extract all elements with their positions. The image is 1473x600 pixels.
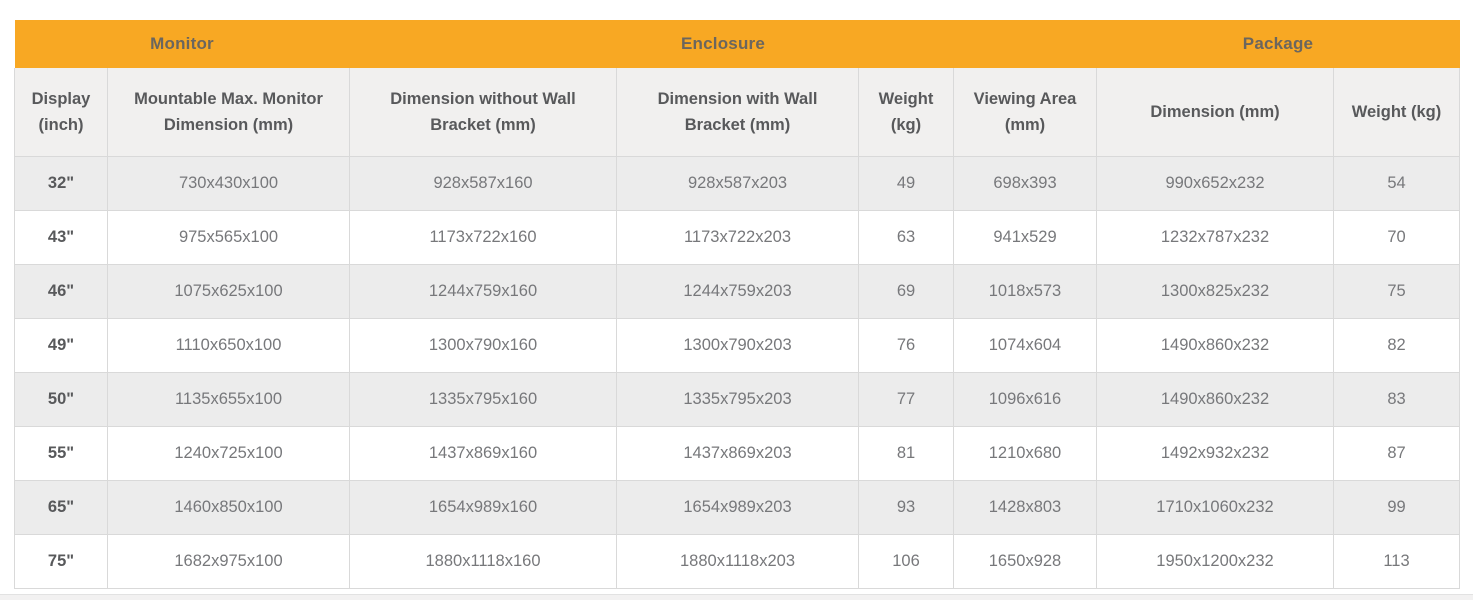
cell-package-dimension: 1300x825x232 bbox=[1096, 264, 1334, 319]
cell-mountable-max: 1682x975x100 bbox=[107, 534, 350, 589]
cell-package-dimension: 1490x860x232 bbox=[1096, 318, 1334, 373]
column-header-row: Display (inch) Mountable Max. Monitor Di… bbox=[14, 68, 1460, 157]
table-row-32: 32" 730x430x100 928x587x160 928x587x203 … bbox=[14, 156, 1460, 211]
cell-dim-with-bracket: 1654x989x203 bbox=[616, 480, 859, 535]
cell-package-weight: 83 bbox=[1333, 372, 1460, 427]
cell-enclosure-weight: 49 bbox=[858, 156, 954, 211]
cell-dim-without-bracket: 1244x759x160 bbox=[349, 264, 617, 319]
cell-mountable-max: 1075x625x100 bbox=[107, 264, 350, 319]
col-header-display: Display (inch) bbox=[14, 68, 108, 157]
cell-dim-without-bracket: 1654x989x160 bbox=[349, 480, 617, 535]
table-row-65: 65" 1460x850x100 1654x989x160 1654x989x2… bbox=[14, 480, 1460, 535]
cell-package-weight: 99 bbox=[1333, 480, 1460, 535]
table-row-50: 50" 1135x655x100 1335x795x160 1335x795x2… bbox=[14, 372, 1460, 427]
spec-table-container: Monitor Enclosure Package Display (inch)… bbox=[14, 20, 1460, 589]
cell-dim-without-bracket: 928x587x160 bbox=[349, 156, 617, 211]
cell-viewing-area: 1428x803 bbox=[953, 480, 1097, 535]
cell-mountable-max: 1135x655x100 bbox=[107, 372, 350, 427]
cell-viewing-area: 1210x680 bbox=[953, 426, 1097, 481]
next-section-edge bbox=[0, 594, 1473, 600]
table-row-55: 55" 1240x725x100 1437x869x160 1437x869x2… bbox=[14, 426, 1460, 481]
group-header-package: Package bbox=[1096, 20, 1460, 68]
cell-display: 55" bbox=[14, 426, 108, 481]
cell-mountable-max: 730x430x100 bbox=[107, 156, 350, 211]
col-header-dimension-without-bracket: Dimension without Wall Bracket (mm) bbox=[349, 68, 617, 157]
cell-viewing-area: 1650x928 bbox=[953, 534, 1097, 589]
cell-package-weight: 87 bbox=[1333, 426, 1460, 481]
cell-enclosure-weight: 69 bbox=[858, 264, 954, 319]
cell-enclosure-weight: 76 bbox=[858, 318, 954, 373]
cell-dim-without-bracket: 1335x795x160 bbox=[349, 372, 617, 427]
cell-package-weight: 70 bbox=[1333, 210, 1460, 265]
cell-display: 46" bbox=[14, 264, 108, 319]
col-header-mountable-max-dimension: Mountable Max. Monitor Dimension (mm) bbox=[107, 68, 350, 157]
cell-mountable-max: 975x565x100 bbox=[107, 210, 350, 265]
cell-display: 65" bbox=[14, 480, 108, 535]
group-header-row: Monitor Enclosure Package bbox=[14, 20, 1460, 68]
cell-dim-with-bracket: 1437x869x203 bbox=[616, 426, 859, 481]
table-row-43: 43" 975x565x100 1173x722x160 1173x722x20… bbox=[14, 210, 1460, 265]
spec-table-body: 32" 730x430x100 928x587x160 928x587x203 … bbox=[14, 156, 1460, 589]
cell-dim-with-bracket: 1244x759x203 bbox=[616, 264, 859, 319]
cell-display: 32" bbox=[14, 156, 108, 211]
cell-viewing-area: 1096x616 bbox=[953, 372, 1097, 427]
cell-display: 75" bbox=[14, 534, 108, 589]
cell-package-weight: 54 bbox=[1333, 156, 1460, 211]
cell-package-weight: 75 bbox=[1333, 264, 1460, 319]
cell-display: 50" bbox=[14, 372, 108, 427]
cell-viewing-area: 698x393 bbox=[953, 156, 1097, 211]
col-header-package-weight: Weight (kg) bbox=[1333, 68, 1460, 157]
cell-package-weight: 113 bbox=[1333, 534, 1460, 589]
cell-enclosure-weight: 77 bbox=[858, 372, 954, 427]
col-header-package-dimension: Dimension (mm) bbox=[1096, 68, 1334, 157]
cell-display: 49" bbox=[14, 318, 108, 373]
cell-viewing-area: 941x529 bbox=[953, 210, 1097, 265]
cell-mountable-max: 1240x725x100 bbox=[107, 426, 350, 481]
table-row-49: 49" 1110x650x100 1300x790x160 1300x790x2… bbox=[14, 318, 1460, 373]
cell-mountable-max: 1110x650x100 bbox=[107, 318, 350, 373]
col-header-enclosure-weight: Weight (kg) bbox=[858, 68, 954, 157]
cell-dim-with-bracket: 1173x722x203 bbox=[616, 210, 859, 265]
group-header-monitor: Monitor bbox=[14, 20, 350, 68]
cell-dim-without-bracket: 1880x1118x160 bbox=[349, 534, 617, 589]
cell-package-dimension: 1492x932x232 bbox=[1096, 426, 1334, 481]
cell-dim-without-bracket: 1173x722x160 bbox=[349, 210, 617, 265]
cell-package-dimension: 1710x1060x232 bbox=[1096, 480, 1334, 535]
cell-package-weight: 82 bbox=[1333, 318, 1460, 373]
cell-enclosure-weight: 93 bbox=[858, 480, 954, 535]
cell-viewing-area: 1018x573 bbox=[953, 264, 1097, 319]
cell-dim-with-bracket: 1335x795x203 bbox=[616, 372, 859, 427]
cell-enclosure-weight: 106 bbox=[858, 534, 954, 589]
cell-display: 43" bbox=[14, 210, 108, 265]
cell-package-dimension: 1232x787x232 bbox=[1096, 210, 1334, 265]
cell-enclosure-weight: 81 bbox=[858, 426, 954, 481]
cell-dim-without-bracket: 1300x790x160 bbox=[349, 318, 617, 373]
table-row-46: 46" 1075x625x100 1244x759x160 1244x759x2… bbox=[14, 264, 1460, 319]
col-header-viewing-area: Viewing Area (mm) bbox=[953, 68, 1097, 157]
table-row-75: 75" 1682x975x100 1880x1118x160 1880x1118… bbox=[14, 534, 1460, 589]
col-header-dimension-with-bracket: Dimension with Wall Bracket (mm) bbox=[616, 68, 859, 157]
group-header-enclosure: Enclosure bbox=[349, 20, 1097, 68]
monitor-spec-table: Monitor Enclosure Package Display (inch)… bbox=[14, 20, 1460, 589]
cell-dim-with-bracket: 1300x790x203 bbox=[616, 318, 859, 373]
cell-dim-with-bracket: 1880x1118x203 bbox=[616, 534, 859, 589]
cell-dim-without-bracket: 1437x869x160 bbox=[349, 426, 617, 481]
cell-viewing-area: 1074x604 bbox=[953, 318, 1097, 373]
cell-dim-with-bracket: 928x587x203 bbox=[616, 156, 859, 211]
cell-package-dimension: 990x652x232 bbox=[1096, 156, 1334, 211]
cell-mountable-max: 1460x850x100 bbox=[107, 480, 350, 535]
cell-package-dimension: 1950x1200x232 bbox=[1096, 534, 1334, 589]
cell-package-dimension: 1490x860x232 bbox=[1096, 372, 1334, 427]
cell-enclosure-weight: 63 bbox=[858, 210, 954, 265]
